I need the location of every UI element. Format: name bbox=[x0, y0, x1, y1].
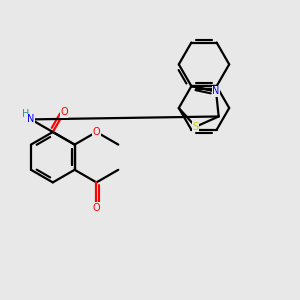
Text: O: O bbox=[60, 107, 68, 117]
Text: N: N bbox=[212, 86, 220, 96]
Text: O: O bbox=[93, 202, 100, 213]
Text: H: H bbox=[22, 109, 30, 119]
Text: O: O bbox=[93, 127, 100, 137]
Text: S: S bbox=[193, 122, 199, 132]
Text: N: N bbox=[27, 114, 35, 124]
